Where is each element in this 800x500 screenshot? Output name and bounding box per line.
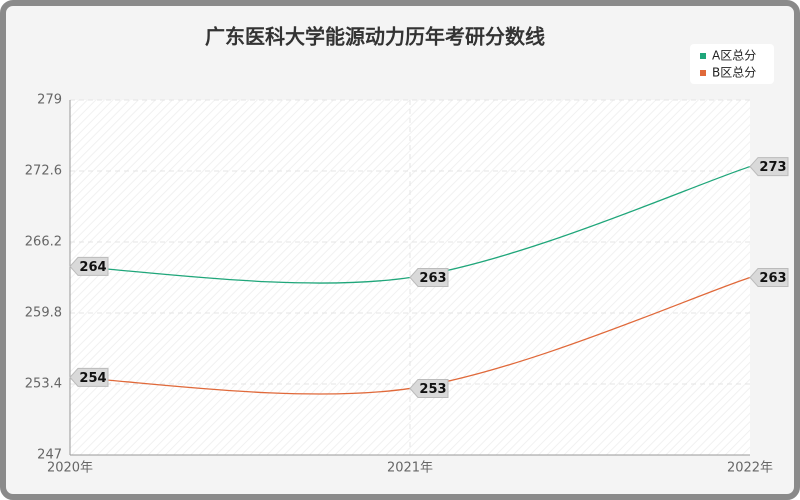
legend-label: A区总分 (712, 49, 756, 63)
legend-swatch (700, 70, 706, 76)
data-label: 264 (79, 260, 106, 275)
y-tick-label: 253.4 (25, 377, 62, 392)
data-label: 253 (419, 382, 446, 397)
data-label-box (409, 378, 449, 398)
data-label-box (69, 256, 109, 276)
x-tick-label: 2022年 (727, 461, 773, 476)
data-label: 273 (759, 160, 786, 175)
legend (690, 44, 774, 84)
data-label-box (69, 367, 109, 387)
y-tick-label: 247 (37, 448, 62, 463)
data-label-box (409, 268, 449, 287)
data-label-box (749, 268, 789, 287)
chart-title: 广东医科大学能源动力历年考研分数线 (205, 25, 545, 49)
data-label: 263 (419, 271, 446, 286)
legend-label: B区总分 (712, 66, 756, 80)
data-label: 263 (759, 271, 786, 286)
y-tick-label: 259.8 (25, 306, 62, 321)
y-tick-label: 279 (37, 93, 62, 108)
x-tick-label: 2020年 (47, 461, 93, 476)
y-tick-label: 272.6 (25, 164, 62, 179)
y-tick-label: 266.2 (25, 235, 62, 250)
legend-swatch (700, 53, 706, 59)
x-tick-label: 2021年 (387, 461, 433, 476)
data-label: 254 (79, 371, 106, 386)
data-label-box (749, 157, 789, 177)
